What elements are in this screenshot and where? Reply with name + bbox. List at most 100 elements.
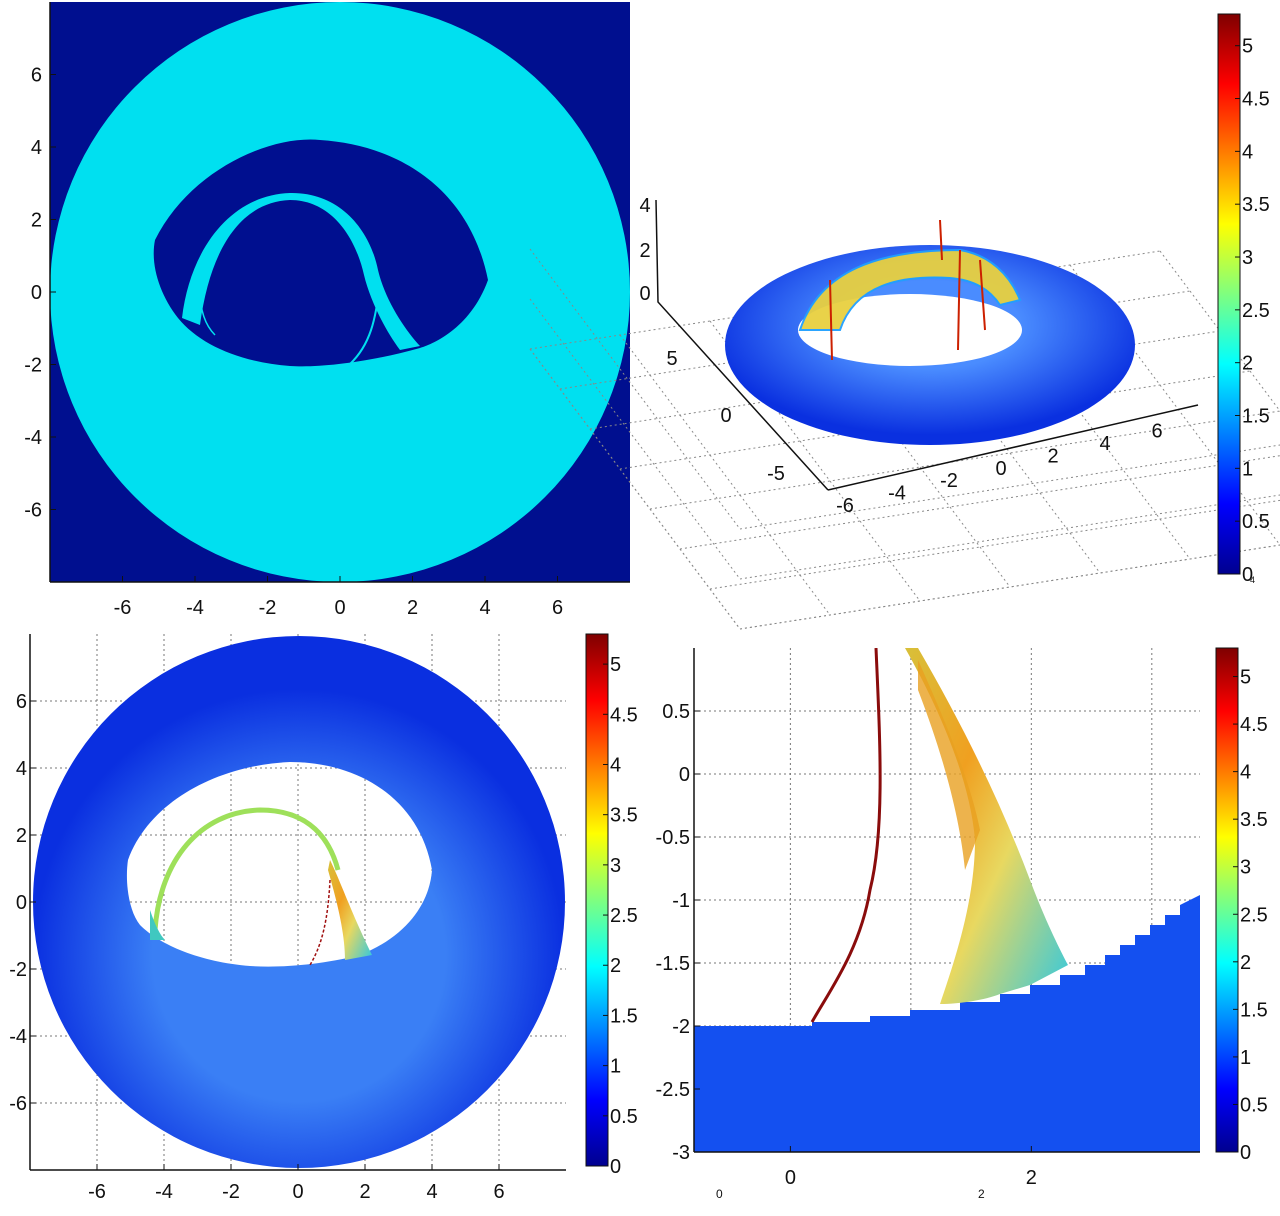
top-left-y-tick-label: 2 xyxy=(31,210,42,232)
colorbar-tick-label: 5 xyxy=(1240,667,1251,689)
colorbar-tick-label: 2.5 xyxy=(610,905,638,927)
bottom-left-x-tick-label: 0 xyxy=(292,1181,303,1203)
colorbar-gradient xyxy=(1217,13,1241,575)
bottom-right-extra-label-2: 2 xyxy=(978,1187,985,1201)
top-left-x-tick-label: 0 xyxy=(334,597,345,619)
colorbar-tick-label: 2 xyxy=(1242,353,1253,375)
colorbar-tick-label: 4.5 xyxy=(1242,89,1270,111)
top-right-torus-hole xyxy=(798,294,1022,366)
bottom-left-annulus xyxy=(33,636,565,1168)
top-right-x-tick-label: 6 xyxy=(1151,421,1162,443)
colorbar-tick-label: 0.5 xyxy=(610,1106,638,1128)
bottom-right-colorbar: 5 4.5 4 3.5 3 2.5 2 1.5 1 0.5 0 xyxy=(1215,647,1268,1164)
bottom-right-y-tick-label: 0.5 xyxy=(662,701,690,723)
colorbar-tick-label: 4.5 xyxy=(1240,714,1268,736)
bottom-left-colorbar: 5 4.5 4 3.5 3 2.5 2 1.5 1 0.5 0 xyxy=(585,633,638,1178)
colorbar-tick-label: 2.5 xyxy=(1240,904,1268,926)
bottom-left-petal-left xyxy=(150,910,165,940)
top-left-inner-line-2 xyxy=(199,289,216,336)
colorbar-tick-label: 4 xyxy=(610,754,621,776)
top-right-x-tick-label: -4 xyxy=(888,483,906,505)
bottom-right-y-tick-label: -2.5 xyxy=(656,1079,690,1101)
panel-top-left: -6 -4 -2 0 2 4 6 6 4 2 0 -2 -4 -6 xyxy=(24,2,630,619)
bottom-left-x-tick-label: 4 xyxy=(426,1181,437,1203)
colorbar-tick-label: 4.5 xyxy=(610,704,638,726)
colorbar-tick-label: 0 xyxy=(1240,1142,1251,1164)
top-left-x-tick-label: 2 xyxy=(407,597,418,619)
top-left-x-tick-label: -2 xyxy=(259,597,277,619)
top-right-axis-z xyxy=(655,199,829,491)
bottom-left-y-tick-label: 4 xyxy=(16,758,27,780)
bottom-left-x-tick-label: -2 xyxy=(222,1181,240,1203)
colorbar-tick-label: 1 xyxy=(610,1056,621,1078)
colorbar-tick-label: 3.5 xyxy=(1240,809,1268,831)
bottom-right-y-tick-label: -0.5 xyxy=(656,827,690,849)
colorbar-tick-label: 4 xyxy=(1242,141,1253,163)
colorbar-gradient xyxy=(1215,647,1239,1153)
top-left-y-tick-label: 6 xyxy=(31,65,42,87)
colorbar-tick-label: 2.5 xyxy=(1242,300,1270,322)
colorbar-tick-label: 2 xyxy=(1240,952,1251,974)
bottom-left-x-tick-label: -6 xyxy=(88,1181,106,1203)
colorbar-tick-label: 1.5 xyxy=(1242,406,1270,428)
colorbar-tick-label: 3 xyxy=(1242,247,1253,269)
colorbar-tick-label: 2 xyxy=(610,955,621,977)
top-right-x-tick-label: -2 xyxy=(940,470,958,492)
top-left-y-tick-label: 0 xyxy=(31,282,42,304)
top-left-axis-ticks: -6 -4 -2 0 2 4 6 6 4 2 0 -2 -4 -6 xyxy=(24,2,630,619)
top-right-axis-ticks: -6 -4 -2 0 2 4 6 5 0 -5 4 2 0 xyxy=(639,195,1162,517)
bottom-left-y-tick-label: -4 xyxy=(9,1026,27,1048)
colorbar-tick-label: 1.5 xyxy=(610,1005,638,1027)
top-right-colorbar: 5 4.5 4 3.5 3 2.5 2 1.5 1 0.5 0 xyxy=(1217,13,1270,586)
colorbar-tick-label: 1.5 xyxy=(1240,999,1268,1021)
bottom-left-y-tick-label: -6 xyxy=(9,1093,27,1115)
colorbar-tick-label: 5 xyxy=(1242,36,1253,58)
top-right-y-tick-label: 0 xyxy=(720,405,731,427)
bottom-right-plume-core xyxy=(918,660,980,870)
colorbar-tick-label: 3.5 xyxy=(610,805,638,827)
top-right-spikes-2 xyxy=(829,219,986,361)
top-left-x-tick-label: -6 xyxy=(114,597,132,619)
bottom-left-x-tick-label: 2 xyxy=(359,1181,370,1203)
bottom-right-y-tick-label: -3 xyxy=(672,1142,690,1164)
colorbar-tick-label: 0.5 xyxy=(1242,511,1270,533)
top-right-x-tick-label: 2 xyxy=(1047,445,1058,467)
top-right-z-tick-label: 2 xyxy=(639,240,650,262)
colorbar-tick-label: 5 xyxy=(610,654,621,676)
top-left-inner-line xyxy=(349,281,381,365)
bottom-right-plume xyxy=(905,648,1068,1004)
colorbar-tick-label: 3 xyxy=(610,855,621,877)
top-right-axis-x xyxy=(827,404,1199,491)
bottom-right-extra-label-0: 0 xyxy=(716,1187,723,1201)
bottom-right-y-tick-label: -1.5 xyxy=(656,953,690,975)
bottom-left-x-tick-label: -4 xyxy=(155,1181,173,1203)
top-right-y-tick-label: -5 xyxy=(767,463,785,485)
bottom-right-red-curve xyxy=(810,648,882,1023)
top-left-annulus xyxy=(50,2,630,582)
top-right-x-tick-label: -6 xyxy=(836,495,854,517)
bottom-right-floor xyxy=(694,895,1200,1152)
top-right-spikes xyxy=(798,248,1022,331)
bottom-left-axis-ticks: -6 -4 -2 0 2 4 6 6 4 2 0 -2 -4 -6 xyxy=(9,634,566,1203)
top-left-x-tick-label: -4 xyxy=(186,597,204,619)
panel-bottom-left: -6 -4 -2 0 2 4 6 6 4 2 0 -2 -4 -6 5 4.5 4 3.5 3 2.5 2 1.5 1 0.… xyxy=(9,633,638,1203)
top-left-x-tick-label: 4 xyxy=(479,597,490,619)
bottom-left-arch xyxy=(152,807,341,931)
bottom-left-y-tick-label: -2 xyxy=(9,959,27,981)
top-left-arch xyxy=(182,192,420,350)
bottom-right-y-tick-label: -1 xyxy=(672,890,690,912)
colorbar-tick-label: 0.5 xyxy=(1240,1094,1268,1116)
top-right-extra-label-4: 4 xyxy=(1250,575,1255,585)
top-left-y-tick-label: -2 xyxy=(24,355,42,377)
top-left-y-tick-label: 4 xyxy=(31,137,42,159)
bottom-left-x-tick-label: 6 xyxy=(493,1181,504,1203)
bottom-left-y-tick-label: 6 xyxy=(16,691,27,713)
bottom-right-y-tick-label: -2 xyxy=(672,1016,690,1038)
bottom-right-axis-ticks: 0 2 0.5 0 -0.5 -1 -1.5 -2 -2.5 -3 xyxy=(656,648,1200,1189)
bottom-right-y-tick-label: 0 xyxy=(679,764,690,786)
colorbar-gradient xyxy=(585,633,609,1167)
bottom-right-x-tick-label: 2 xyxy=(1026,1167,1037,1189)
top-left-y-tick-label: -4 xyxy=(24,427,42,449)
bottom-left-petal xyxy=(328,860,372,960)
